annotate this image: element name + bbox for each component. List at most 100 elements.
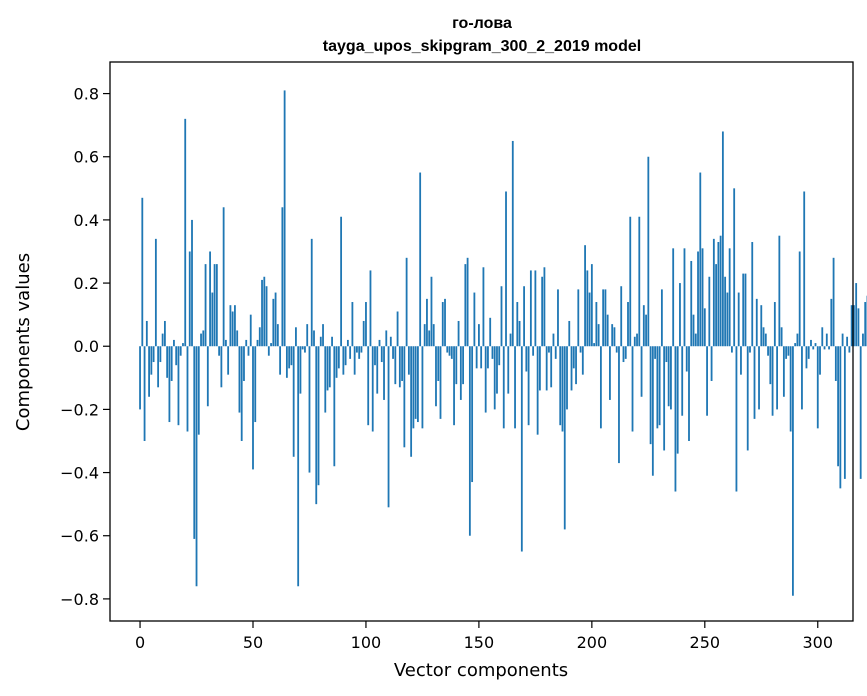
y-tick-label: −0.8 <box>60 590 99 609</box>
bar <box>349 346 352 359</box>
bar <box>346 339 349 347</box>
bar <box>697 251 699 347</box>
bar <box>342 346 345 375</box>
bar <box>236 330 239 347</box>
bar <box>175 346 178 366</box>
bar <box>552 333 555 347</box>
bar <box>258 327 261 347</box>
bar <box>417 346 419 423</box>
bar <box>737 292 740 347</box>
bar <box>356 346 358 353</box>
bar <box>762 327 765 347</box>
bar <box>776 346 778 410</box>
bar <box>412 346 415 429</box>
bar <box>358 346 361 359</box>
bar <box>489 317 492 347</box>
bar <box>283 90 286 347</box>
bar <box>683 248 686 347</box>
bar <box>728 248 731 347</box>
bar <box>717 242 720 347</box>
bar <box>182 343 184 347</box>
bar <box>453 346 455 426</box>
bar <box>360 346 363 353</box>
bar <box>814 343 817 347</box>
y-tick-label: 0.8 <box>74 85 99 104</box>
bar <box>471 346 474 483</box>
bar <box>855 283 858 347</box>
bar <box>439 346 442 419</box>
bar <box>812 346 815 350</box>
bar <box>145 320 148 347</box>
bar <box>548 346 550 353</box>
bar <box>710 346 713 381</box>
bar <box>340 216 343 347</box>
bar <box>265 286 268 347</box>
bar <box>615 346 618 353</box>
bar <box>602 289 605 347</box>
bar <box>491 346 494 359</box>
bar <box>622 346 625 363</box>
bar <box>846 336 849 347</box>
bar <box>538 346 541 391</box>
bar <box>396 311 399 347</box>
y-tick-label: 0.6 <box>74 148 99 167</box>
y-tick-label: 0.0 <box>74 337 99 356</box>
x-axis: 0 50 100 150 200 250 300 <box>135 621 833 652</box>
bar <box>651 346 654 476</box>
bar <box>701 248 704 347</box>
bar <box>769 346 772 385</box>
bar <box>369 270 372 347</box>
bar <box>195 346 198 587</box>
y-tick-label: −0.2 <box>60 400 99 419</box>
bar <box>159 346 162 363</box>
bar <box>261 279 263 347</box>
bar <box>746 346 749 451</box>
bar <box>163 320 166 347</box>
bar <box>270 343 272 347</box>
bar <box>577 289 580 347</box>
bar <box>224 339 227 347</box>
bar <box>541 276 544 347</box>
bar <box>633 336 636 347</box>
bar <box>308 346 311 473</box>
bar <box>850 305 853 347</box>
bar <box>771 346 774 416</box>
bar <box>509 333 512 347</box>
bar <box>805 346 808 369</box>
bar <box>557 289 559 347</box>
bar <box>755 298 758 347</box>
bar <box>584 245 586 347</box>
bar <box>344 346 347 366</box>
bar <box>295 327 297 347</box>
bar <box>498 346 501 366</box>
bar <box>179 346 182 356</box>
bar <box>694 333 697 347</box>
bar <box>240 346 243 441</box>
bar <box>807 346 810 359</box>
bar <box>148 346 150 397</box>
bar <box>534 270 537 347</box>
bar <box>335 346 338 378</box>
bar <box>832 257 835 347</box>
bar <box>285 346 288 378</box>
bar <box>843 346 846 479</box>
bar <box>202 330 205 347</box>
bar <box>398 346 401 388</box>
bar <box>676 346 679 454</box>
bar <box>170 346 173 381</box>
bar <box>715 264 718 347</box>
bar <box>712 238 715 347</box>
bar <box>468 346 471 536</box>
bar <box>674 346 677 492</box>
bar <box>290 346 293 366</box>
x-tick-label: 50 <box>243 633 263 652</box>
bar <box>588 292 591 347</box>
bar <box>206 346 209 407</box>
bar <box>154 238 157 347</box>
chart-title: го-лова <box>452 15 512 32</box>
bar <box>523 286 525 347</box>
bar <box>606 314 609 347</box>
bar <box>466 257 469 347</box>
bar <box>801 346 803 410</box>
bar <box>403 346 406 448</box>
